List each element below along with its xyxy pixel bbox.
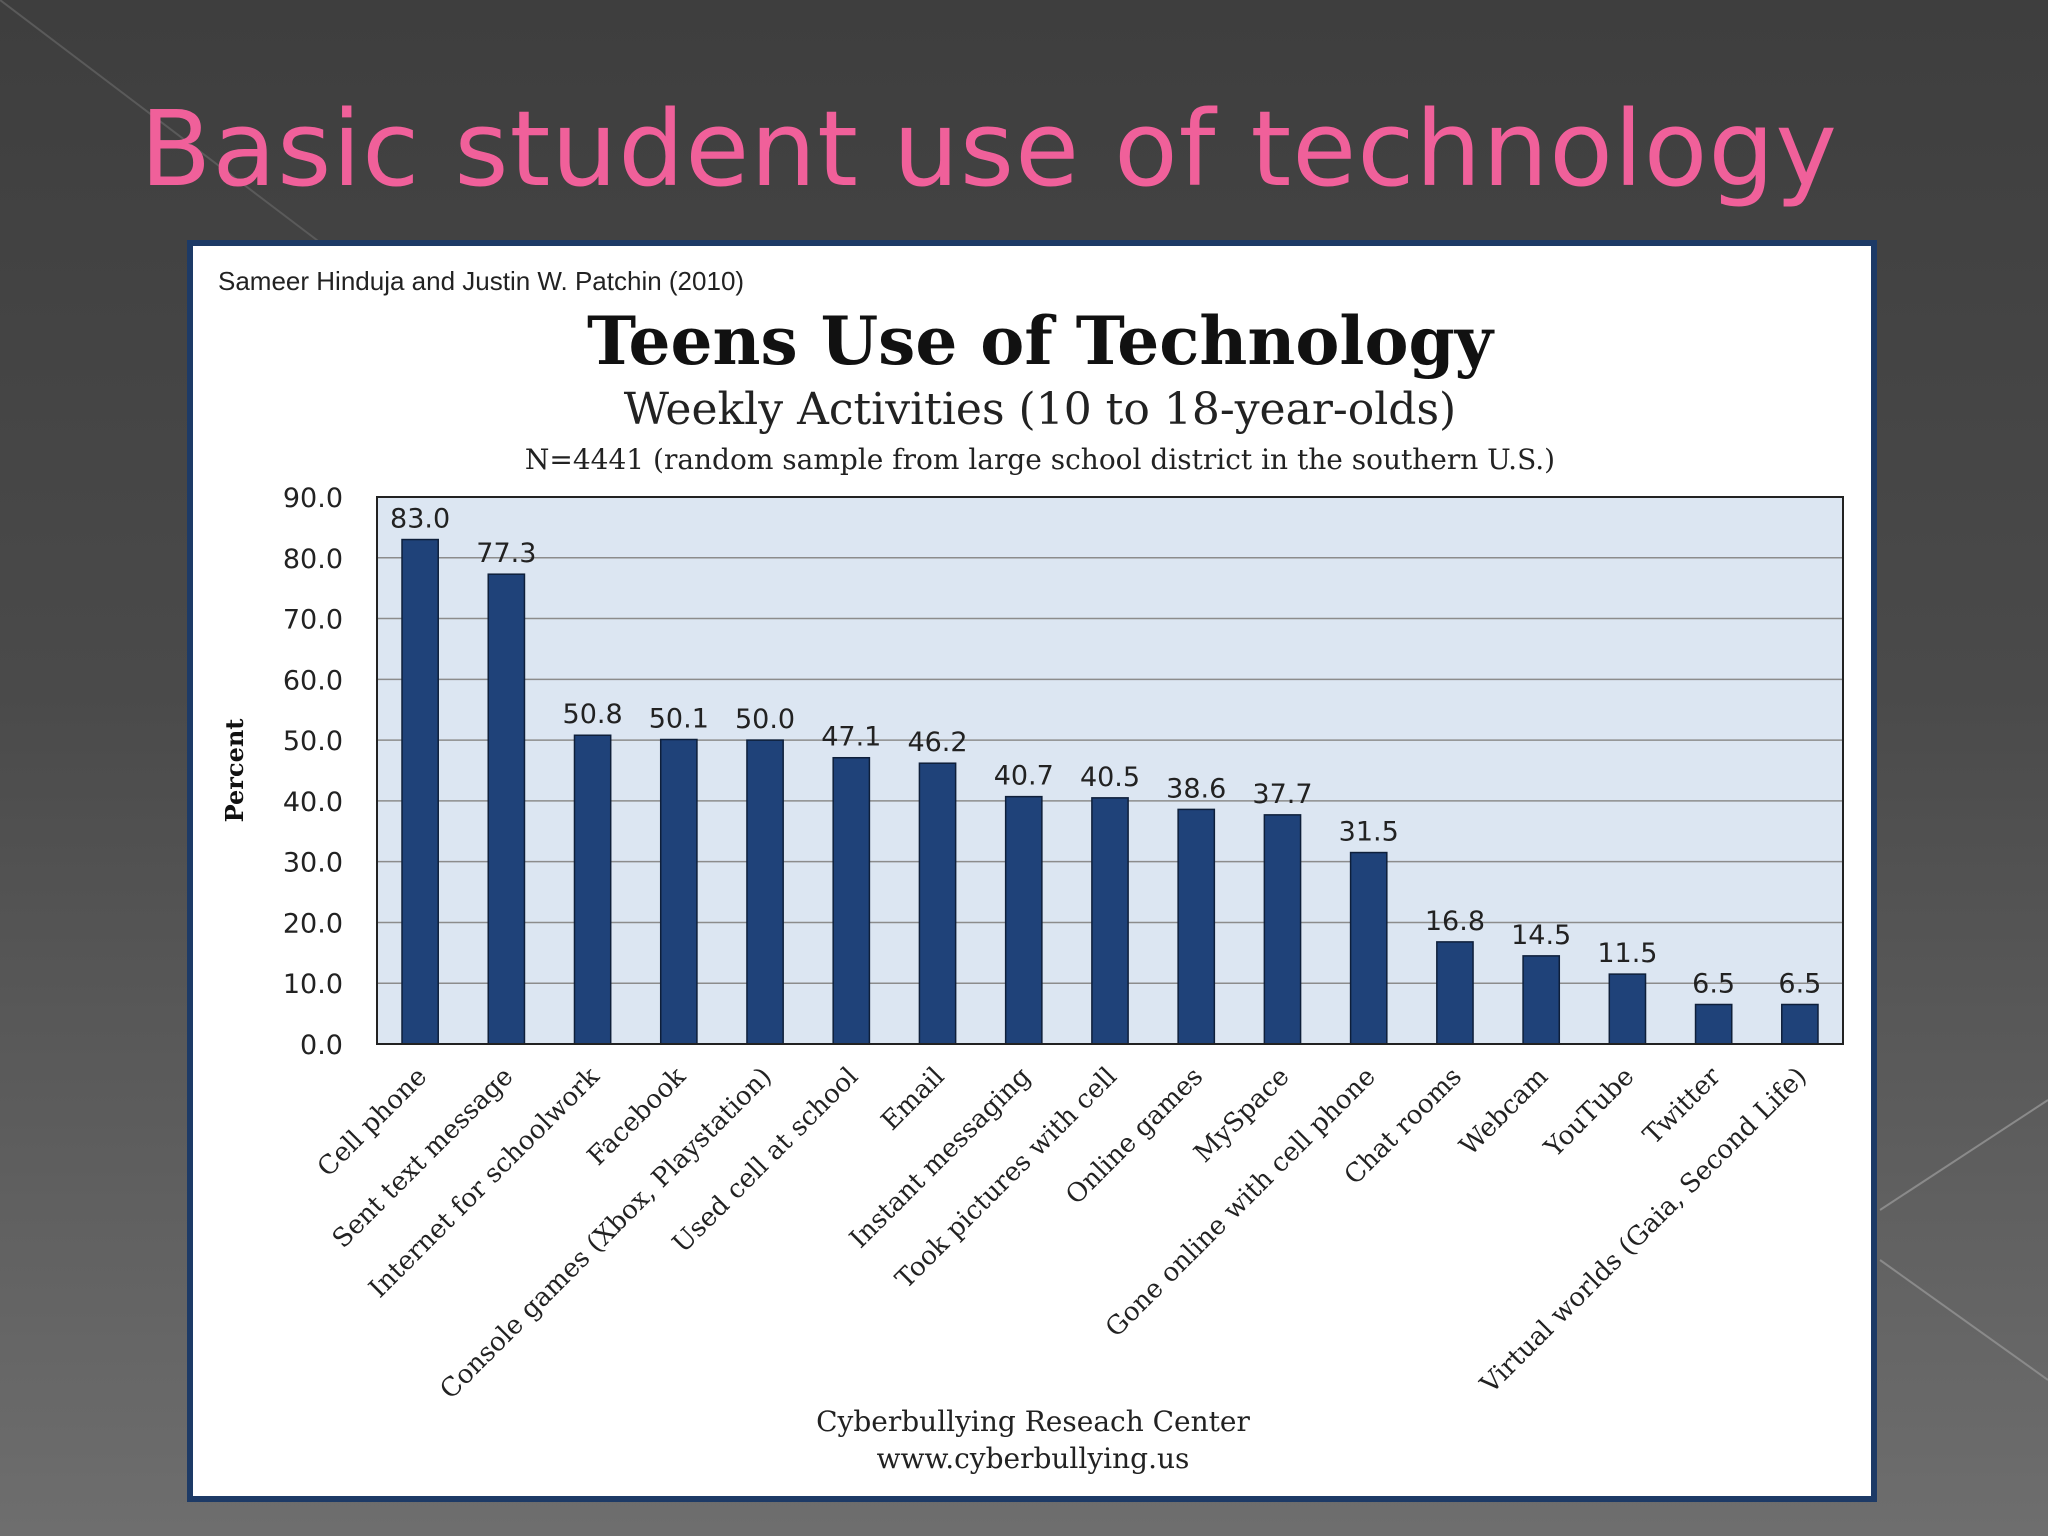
y-tick-label: 30.0	[283, 848, 343, 879]
bar	[1781, 1003, 1819, 1045]
bar	[746, 739, 784, 1045]
bars	[401, 538, 1819, 1045]
data-label: 38.6	[1166, 773, 1226, 804]
decor-line-bottom	[1879, 1099, 2048, 1211]
bar	[1177, 808, 1216, 1045]
y-tick-label: 20.0	[283, 908, 343, 939]
data-label: 47.1	[821, 722, 881, 753]
x-tick-label: YouTube	[1538, 1062, 1640, 1164]
data-label: 40.5	[1080, 762, 1140, 793]
bar	[659, 738, 698, 1045]
bar	[1522, 955, 1561, 1045]
slide-title: Basic student use of technology	[140, 88, 1838, 210]
plot-border	[376, 496, 1844, 1045]
y-tick-label: 40.0	[283, 787, 343, 818]
x-tick-label: Email	[876, 1062, 951, 1137]
data-label: 37.7	[1252, 779, 1312, 810]
data-label: 50.1	[649, 704, 709, 735]
bar	[1263, 814, 1302, 1045]
bar	[487, 573, 526, 1045]
decor-line-bottom-2	[1879, 1259, 2048, 1381]
y-axis-ticks: 0.0 10.0 20.0 30.0 40.0 50.0 60.0 70.0 80.0 90.0	[283, 483, 343, 1061]
y-tick-label: 80.0	[283, 544, 343, 575]
chart-footer-org: Cyberbullying Reseach Center	[816, 1405, 1250, 1438]
y-tick-label: 0.0	[300, 1030, 343, 1061]
bar	[1436, 941, 1474, 1045]
chart-subtitle: Weekly Activities (10 to 18-year-olds)	[624, 384, 1456, 435]
x-tick-label: Webcam	[1454, 1062, 1554, 1162]
bar	[1608, 973, 1647, 1045]
data-label: 16.8	[1425, 906, 1485, 937]
bar	[832, 756, 871, 1045]
y-tick-label: 90.0	[283, 483, 343, 514]
bar	[401, 538, 439, 1045]
chart-footer-url: www.cyberbullying.us	[877, 1442, 1190, 1475]
bar-chart: Sameer Hinduja and Justin W. Patchin (20…	[218, 266, 1844, 1475]
y-tick-label: 60.0	[283, 665, 343, 696]
data-label: 40.7	[994, 761, 1054, 792]
data-label: 6.5	[1692, 968, 1735, 999]
value-labels: 83.0 77.3 50.8 50.1 50.0 47.1 46.2 40.7 40.5 38.6…	[390, 504, 1821, 1000]
data-label: 77.3	[476, 538, 536, 569]
y-axis-title: Percent	[220, 719, 249, 823]
bar	[1004, 795, 1043, 1045]
data-label: 83.0	[390, 504, 450, 535]
bar	[1349, 851, 1388, 1045]
bar	[1694, 1003, 1733, 1045]
bar	[573, 734, 612, 1045]
data-label: 6.5	[1778, 968, 1821, 999]
data-label: 46.2	[907, 727, 967, 758]
chart-source-label: Sameer Hinduja and Justin W. Patchin (20…	[218, 266, 744, 296]
data-label: 50.8	[563, 699, 623, 730]
decor-line-top	[0, 0, 331, 251]
data-label: 11.5	[1597, 938, 1657, 969]
data-label: 31.5	[1339, 817, 1399, 848]
y-tick-label: 10.0	[283, 969, 343, 1000]
data-label: 14.5	[1511, 920, 1571, 951]
bar	[1091, 797, 1129, 1045]
chart-sample-note: N=4441 (random sample from large school …	[525, 443, 1555, 476]
chart-frame: Sameer Hinduja and Justin W. Patchin (20…	[187, 240, 1877, 1502]
chart-title: Teens Use of Technology	[587, 302, 1495, 380]
x-tick-label: Twitter	[1638, 1061, 1727, 1150]
bar	[918, 762, 957, 1045]
y-tick-label: 70.0	[283, 605, 343, 636]
data-label: 50.0	[735, 704, 795, 735]
x-tick-label: Virtual worlds (Gaia, Second Life)	[1474, 1062, 1813, 1401]
y-tick-label: 50.0	[283, 726, 343, 757]
